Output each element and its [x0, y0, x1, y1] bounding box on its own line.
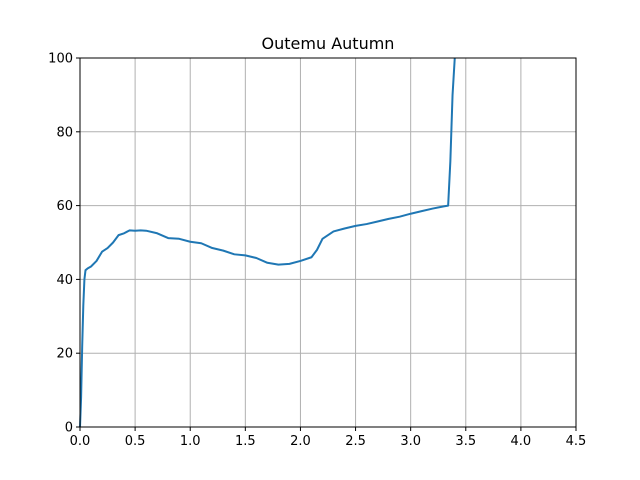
x-tick-label: 0.0 — [70, 434, 91, 449]
y-tick-label: 100 — [48, 52, 73, 67]
series-line — [79, 57, 456, 428]
x-tick-label: 1.0 — [180, 434, 201, 449]
x-tick-label: 2.0 — [290, 434, 311, 449]
y-tick-label: 0 — [65, 421, 73, 436]
x-tick-label: 3.5 — [455, 434, 476, 449]
plot-frame — [79, 57, 577, 428]
x-tick-label: 0.5 — [125, 434, 146, 449]
x-tick-label: 4.0 — [511, 434, 532, 449]
y-tick-label: 20 — [56, 347, 73, 362]
x-tick-label: 1.5 — [235, 434, 256, 449]
ticks: 0.0 0.5 1.0 1.5 2.0 2.5 3.0 3.5 4.0 4.5 0 20 40 60 80 1… — [48, 52, 586, 450]
x-tick-label: 2.5 — [345, 434, 366, 449]
chart-title: Outemu Autumn — [262, 34, 395, 53]
y-tick-label: 80 — [56, 125, 73, 140]
y-tick-label: 40 — [56, 273, 73, 288]
grid — [79, 57, 577, 428]
x-tick-label: 3.0 — [400, 434, 421, 449]
series-layer — [79, 57, 456, 428]
x-tick-label: 4.5 — [566, 434, 587, 449]
y-tick-label: 60 — [56, 199, 73, 214]
